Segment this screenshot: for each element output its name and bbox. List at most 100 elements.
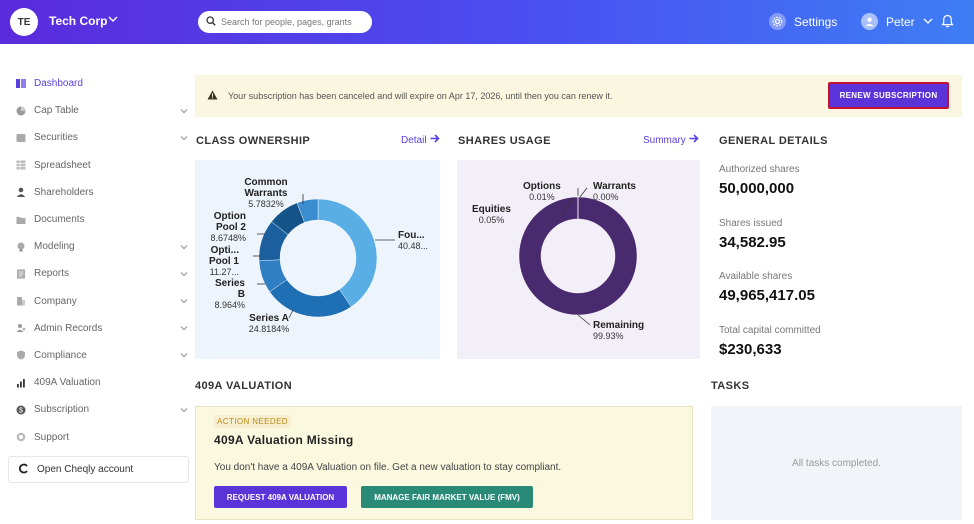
label-option-pool-1: Opti... Pool 1 11.27...: [208, 245, 239, 277]
top-bar: TE Tech Corp Settings Peter: [0, 0, 974, 44]
chevron-down-icon[interactable]: [180, 405, 188, 415]
total-capital-label: Total capital committed: [719, 325, 821, 336]
open-cheqly-account-button[interactable]: Open Cheqly account: [8, 456, 189, 483]
company-icon: [16, 296, 26, 306]
sidebar-item-admin-records[interactable]: Admin Records: [0, 315, 192, 342]
sidebar-item-label: Securities: [34, 132, 78, 144]
sidebar-item-label: Dashboard: [34, 78, 83, 90]
dashboard-icon: [16, 79, 26, 89]
shares-usage-title: SHARES USAGE: [458, 135, 551, 147]
sidebar-item-label: Documents: [34, 214, 85, 226]
spreadsheet-icon: [16, 160, 26, 170]
leader-line: [579, 187, 588, 198]
sidebar-item-label: Shareholders: [34, 186, 94, 198]
settings-button[interactable]: Settings: [769, 13, 837, 30]
available-shares-value: 49,965,417.05: [719, 287, 815, 304]
sidebar-item-modeling[interactable]: Modeling: [0, 233, 192, 260]
leader-line: [577, 314, 591, 326]
valuation-section-title: 409A VALUATION: [195, 380, 293, 392]
sidebar-item-label: Reports: [34, 268, 70, 280]
user-name: Peter: [886, 14, 915, 29]
chevron-down-icon[interactable]: [180, 350, 188, 360]
sidebar-item-label: 409A Valuation: [34, 377, 101, 389]
shield-icon: [16, 350, 26, 360]
securities-icon: [16, 133, 26, 143]
detail-link[interactable]: Detail: [401, 134, 440, 146]
search-box[interactable]: [198, 11, 372, 33]
leader-line: [288, 309, 294, 319]
sidebar-item-label: Cap Table: [34, 105, 79, 117]
dollar-icon: $: [16, 405, 26, 415]
label-series-a: Series A 24.8184%: [248, 313, 290, 334]
shares-issued-value: 34,582.95: [719, 234, 786, 251]
banner-message: Your subscription has been canceled and …: [228, 91, 613, 101]
slice-remaining[interactable]: [518, 196, 638, 316]
settings-label: Settings: [794, 14, 838, 29]
svg-text:$: $: [19, 407, 23, 414]
total-capital-value: $230,633: [719, 341, 782, 358]
shares-issued-label: Shares issued: [719, 218, 783, 229]
sidebar-item-label: Support: [34, 431, 70, 443]
renew-subscription-button[interactable]: RENEW SUBSCRIPTION: [828, 82, 949, 109]
chevron-down-icon[interactable]: [180, 296, 188, 306]
sidebar-item-securities[interactable]: Securities: [0, 124, 192, 151]
user-menu[interactable]: Peter: [861, 13, 933, 30]
authorized-shares-label: Authorized shares: [719, 164, 800, 175]
chart-icon: [16, 378, 26, 388]
warning-icon: [207, 90, 218, 102]
manage-fmv-button[interactable]: MANAGE FAIR MARKET VALUE (FMV): [361, 486, 533, 508]
sidebar-item-reports[interactable]: Reports: [0, 260, 192, 287]
shares-usage-panel: [457, 160, 700, 359]
chevron-down-icon[interactable]: [180, 106, 188, 116]
bulb-icon: [16, 242, 26, 252]
admin-icon: [16, 323, 26, 333]
label-remaining: Remaining 99.93%: [593, 320, 645, 341]
sidebar-item-label: Admin Records: [34, 322, 103, 334]
summary-link-label: Summary: [643, 134, 686, 146]
chevron-down-icon[interactable]: [180, 242, 188, 252]
sidebar: Dashboard Cap Table Securities Spreadsheet S…: [0, 70, 192, 451]
slice-founders[interactable]: [317, 198, 378, 308]
class-ownership-donut: [253, 194, 395, 319]
org-avatar[interactable]: TE: [10, 8, 38, 36]
sidebar-item-409a-valuation[interactable]: 409A Valuation: [0, 369, 192, 396]
support-icon: [16, 432, 26, 442]
label-equities: Equities 0.05%: [472, 204, 511, 225]
gear-icon: [769, 13, 786, 30]
chevron-down-icon[interactable]: [180, 133, 188, 143]
cheqly-logo-icon: [18, 463, 29, 477]
sidebar-item-documents[interactable]: Documents: [0, 206, 192, 233]
general-details-title: GENERAL DETAILS: [719, 135, 828, 147]
label-options: Options 0.01%: [523, 181, 561, 202]
available-shares-label: Available shares: [719, 271, 793, 282]
org-name[interactable]: Tech Corp: [49, 14, 108, 28]
sidebar-item-label: Subscription: [34, 404, 90, 416]
sidebar-item-shareholders[interactable]: Shareholders: [0, 179, 192, 206]
reports-icon: [16, 269, 26, 279]
folder-icon: [16, 215, 26, 225]
slice-common-warrants[interactable]: [296, 198, 319, 223]
valuation-card: ACTION NEEDED 409A Valuation Missing You…: [195, 406, 693, 520]
chevron-down-icon[interactable]: [180, 269, 188, 279]
sidebar-item-label: Spreadsheet: [34, 159, 91, 171]
chevron-down-icon[interactable]: [108, 14, 118, 27]
request-409a-valuation-button[interactable]: REQUEST 409A VALUATION: [214, 486, 347, 508]
sidebar-item-subscription[interactable]: $ Subscription: [0, 396, 192, 423]
sidebar-item-support[interactable]: Support: [0, 423, 192, 450]
leader-line: [561, 197, 574, 216]
search-input[interactable]: [221, 17, 361, 27]
sidebar-item-spreadsheet[interactable]: Spreadsheet: [0, 152, 192, 179]
bell-icon[interactable]: [941, 14, 954, 33]
chevron-down-icon[interactable]: [180, 323, 188, 333]
arrow-right-icon: [430, 134, 440, 146]
valuation-heading: 409A Valuation Missing: [214, 433, 354, 447]
sidebar-item-label: Company: [34, 295, 77, 307]
summary-link[interactable]: Summary: [643, 134, 699, 146]
cheqly-label: Open Cheqly account: [37, 464, 134, 475]
sidebar-item-cap-table[interactable]: Cap Table: [0, 97, 192, 124]
sidebar-item-dashboard[interactable]: Dashboard: [0, 70, 192, 97]
chevron-down-icon: [923, 15, 933, 29]
sidebar-item-compliance[interactable]: Compliance: [0, 342, 192, 369]
sidebar-item-company[interactable]: Company: [0, 288, 192, 315]
slice-series-a[interactable]: [269, 279, 352, 318]
